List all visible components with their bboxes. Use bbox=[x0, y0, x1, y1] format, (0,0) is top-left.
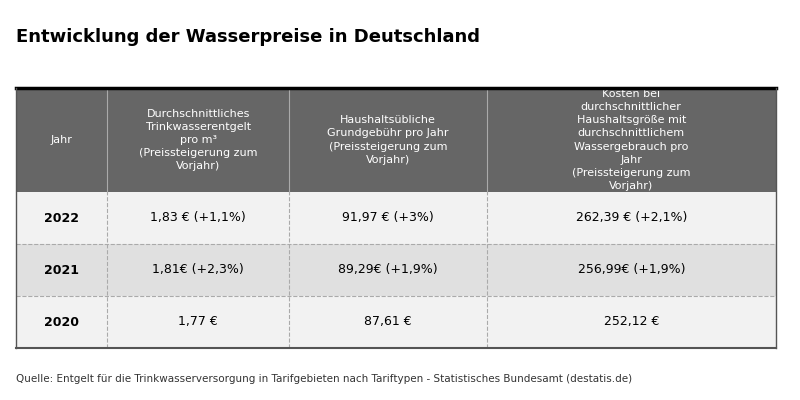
Text: 1,83 € (+1,1%): 1,83 € (+1,1%) bbox=[150, 212, 246, 224]
Text: Kosten bei
durchschnittlicher
Haushaltsgröße mit
durchschnittlichem
Wassergebrau: Kosten bei durchschnittlicher Haushaltsg… bbox=[572, 89, 690, 191]
Text: 2020: 2020 bbox=[44, 316, 79, 328]
Bar bbox=[16, 296, 776, 348]
Text: Jahr: Jahr bbox=[50, 135, 72, 145]
Text: 91,97 € (+3%): 91,97 € (+3%) bbox=[342, 212, 434, 224]
Text: Durchschnittliches
Trinkwasserentgelt
pro m³
(Preissteigerung zum
Vorjahr): Durchschnittliches Trinkwasserentgelt pr… bbox=[139, 109, 258, 171]
Text: 256,99€ (+1,9%): 256,99€ (+1,9%) bbox=[578, 264, 685, 276]
Bar bbox=[16, 192, 776, 244]
Bar bbox=[16, 244, 776, 296]
Text: 1,81€ (+2,3%): 1,81€ (+2,3%) bbox=[152, 264, 244, 276]
Text: Quelle: Entgelt für die Trinkwasserversorgung in Tarifgebieten nach Tariftypen -: Quelle: Entgelt für die Trinkwasserverso… bbox=[16, 374, 632, 384]
Text: 1,77 €: 1,77 € bbox=[178, 316, 218, 328]
Text: 87,61 €: 87,61 € bbox=[364, 316, 412, 328]
Text: 2021: 2021 bbox=[44, 264, 79, 276]
Text: 262,39 € (+2,1%): 262,39 € (+2,1%) bbox=[575, 212, 687, 224]
Bar bbox=[16, 88, 776, 192]
Text: 2022: 2022 bbox=[44, 212, 79, 224]
Text: 89,29€ (+1,9%): 89,29€ (+1,9%) bbox=[338, 264, 438, 276]
Text: Entwicklung der Wasserpreise in Deutschland: Entwicklung der Wasserpreise in Deutschl… bbox=[16, 28, 480, 46]
Text: 252,12 €: 252,12 € bbox=[603, 316, 659, 328]
Text: Haushaltsübliche
Grundgebühr pro Jahr
(Preissteigerung zum
Vorjahr): Haushaltsübliche Grundgebühr pro Jahr (P… bbox=[327, 115, 449, 165]
